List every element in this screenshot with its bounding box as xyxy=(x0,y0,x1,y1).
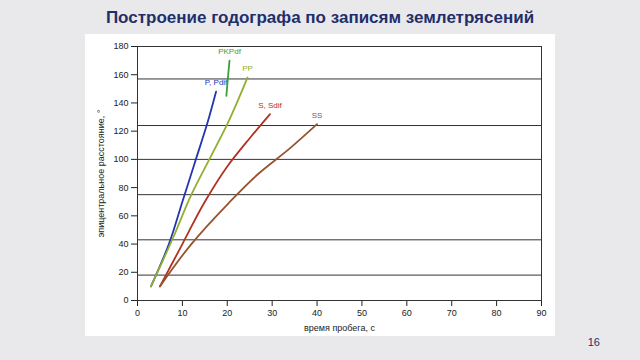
svg-text:120: 120 xyxy=(113,126,128,136)
svg-text:70: 70 xyxy=(447,308,457,318)
svg-text:20: 20 xyxy=(222,308,232,318)
svg-text:80: 80 xyxy=(492,308,502,318)
svg-text:S, Sdif: S, Sdif xyxy=(258,101,282,110)
svg-text:180: 180 xyxy=(113,41,128,51)
svg-text:140: 140 xyxy=(113,98,128,108)
svg-text:PKPdf: PKPdf xyxy=(218,47,241,56)
svg-text:40: 40 xyxy=(312,308,322,318)
svg-text:40: 40 xyxy=(118,239,128,249)
svg-text:10: 10 xyxy=(177,308,187,318)
svg-text:время пробега, с: время пробега, с xyxy=(304,323,375,333)
svg-text:100: 100 xyxy=(113,154,128,164)
svg-text:160: 160 xyxy=(113,70,128,80)
svg-text:PP: PP xyxy=(242,64,253,73)
svg-text:60: 60 xyxy=(118,211,128,221)
svg-text:80: 80 xyxy=(118,182,128,192)
svg-text:60: 60 xyxy=(402,308,412,318)
html-text:16: 16 xyxy=(587,336,600,348)
svg-text:0: 0 xyxy=(123,295,128,305)
svg-text:P, Pdif: P, Pdif xyxy=(205,78,228,87)
svg-text:50: 50 xyxy=(357,308,367,318)
svg-text:30: 30 xyxy=(267,308,277,318)
svg-text:0: 0 xyxy=(135,308,140,318)
html-text:Построение годографа по запися: Построение годографа по записям землетря… xyxy=(105,8,535,27)
svg-text:эпицентральное расстояние, °: эпицентральное расстояние, ° xyxy=(96,109,106,237)
svg-text:90: 90 xyxy=(536,308,546,318)
svg-text:20: 20 xyxy=(118,267,128,277)
svg-text:SS: SS xyxy=(312,111,323,120)
